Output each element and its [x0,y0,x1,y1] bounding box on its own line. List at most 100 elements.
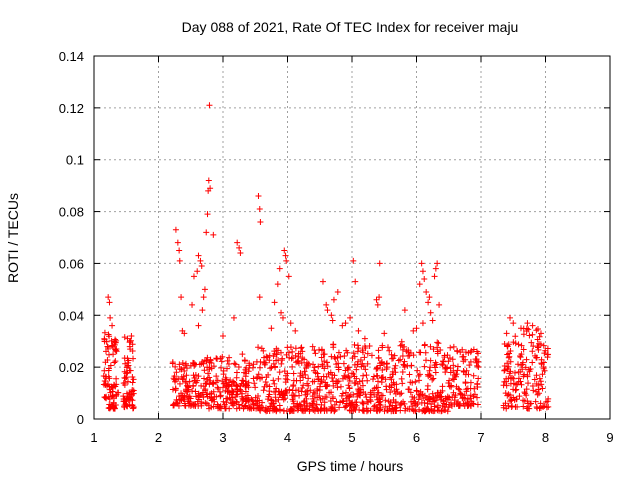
data-point [262,379,269,386]
data-point [243,364,250,371]
data-point [169,360,176,367]
data-point [254,373,261,380]
data-point [289,348,296,355]
chart-title: Day 088 of 2021, Rate Of TEC Index for r… [182,19,519,35]
data-point [356,386,363,393]
data-point [264,396,271,403]
data-point [501,367,508,374]
data-point [290,381,297,388]
data-point [399,341,406,348]
data-point [180,373,187,380]
data-point [450,343,457,350]
data-point [500,404,507,411]
data-point [425,373,432,380]
data-point [207,377,214,384]
data-point [105,345,112,352]
data-point [266,357,273,364]
data-point [271,380,278,387]
data-point [186,393,193,400]
data-point [109,392,116,399]
data-point [298,388,305,395]
data-point [301,368,308,375]
data-point [191,377,198,384]
data-point [432,265,439,272]
data-point [352,379,359,386]
data-point [367,407,374,414]
data-point [517,378,524,385]
data-point [301,356,308,363]
data-point [344,366,351,373]
data-point [421,275,428,282]
data-point [284,344,291,351]
data-point [124,335,131,342]
data-point [436,301,443,308]
data-point [353,402,360,409]
data-point [312,404,319,411]
y-tick-label: 0.14 [59,49,84,64]
data-point [427,364,434,371]
data-point [198,263,205,270]
data-point [214,355,221,362]
data-point [201,375,208,382]
data-point [354,361,361,368]
data-point [206,381,213,388]
data-point [503,405,510,412]
data-point [339,398,346,405]
data-point [354,393,361,400]
data-point [520,373,527,380]
data-point [347,392,354,399]
data-point [187,402,194,409]
data-point [345,373,352,380]
data-point [510,394,517,401]
data-point [442,407,449,414]
data-point [473,348,480,355]
data-point [537,378,544,385]
data-point [367,394,374,401]
data-point [508,404,515,411]
data-point [448,383,455,390]
data-point [289,354,296,361]
data-point [533,403,540,410]
data-point [124,369,131,376]
data-point [391,365,398,372]
data-point [419,320,426,327]
data-point [375,347,382,354]
data-point [434,402,441,409]
data-point [252,398,259,405]
data-point [382,397,389,404]
data-point [195,322,202,329]
data-point [421,392,428,399]
data-point [317,407,324,414]
data-point [337,383,344,390]
data-point [311,390,318,397]
data-point [404,405,411,412]
data-point [354,348,361,355]
data-point [269,407,276,414]
data-point [363,372,370,379]
data-point [545,403,552,410]
data-point [321,399,328,406]
y-tick-label: 0 [77,412,84,427]
data-point [178,294,185,301]
data-point [261,361,268,368]
data-point [112,347,119,354]
data-point [541,403,548,410]
data-point [270,360,277,367]
data-point [263,382,270,389]
data-point [302,391,309,398]
data-point [177,396,184,403]
data-point [522,364,529,371]
data-point [510,320,517,327]
data-point [324,307,331,314]
data-point [467,358,474,365]
x-tick-label: 8 [542,430,549,445]
data-point [377,398,384,405]
data-point [110,403,117,410]
data-point [466,362,473,369]
data-point [233,369,240,376]
data-point [211,398,218,405]
data-point [376,294,383,301]
data-point [342,389,349,396]
data-point [449,375,456,382]
